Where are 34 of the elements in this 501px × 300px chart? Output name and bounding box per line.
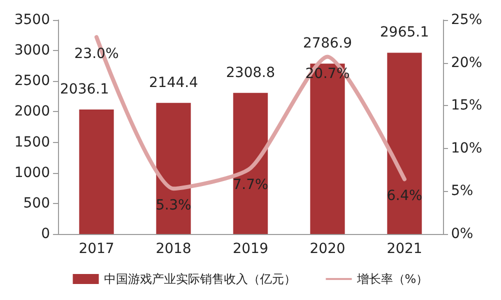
y-tick-label: 1500 bbox=[14, 134, 50, 150]
bar bbox=[387, 52, 422, 234]
legend-label: 增长率（%） bbox=[356, 272, 428, 286]
y-tick-label: 1000 bbox=[14, 164, 50, 181]
data-label: 2144.4 bbox=[149, 74, 198, 91]
x-tick-label: 2017 bbox=[78, 241, 114, 257]
x-tick-label: 2018 bbox=[156, 241, 192, 257]
x-tick-label: 2019 bbox=[232, 241, 268, 257]
y-tick-label: 3500 bbox=[14, 12, 50, 28]
y2-tick-label: 20% bbox=[451, 54, 482, 71]
data-label: 2308.8 bbox=[226, 64, 275, 81]
data-label: 7.7% bbox=[232, 177, 268, 194]
y2-tick-label: 25% bbox=[451, 12, 482, 28]
y-tick-label: 2000 bbox=[14, 104, 50, 120]
y-tick-label: 500 bbox=[23, 195, 50, 212]
data-label: 2965.1 bbox=[380, 24, 429, 41]
data-label: 2036.1 bbox=[60, 82, 109, 98]
x-tick-label: 2020 bbox=[310, 241, 346, 257]
legend-label: 中国游戏产业实际销售收入（亿元） bbox=[104, 272, 296, 286]
y2-tick-label: 10% bbox=[451, 140, 482, 156]
bar bbox=[156, 102, 191, 234]
y2-tick-label: 5% bbox=[451, 183, 474, 200]
data-label: 2786.9 bbox=[303, 36, 352, 52]
y-tick-label: 2500 bbox=[14, 73, 50, 90]
data-label: 23.0% bbox=[74, 46, 119, 62]
bar bbox=[233, 92, 268, 234]
y-tick-label: 0 bbox=[41, 226, 50, 242]
bar bbox=[79, 110, 114, 234]
y2-tick-label: 15% bbox=[451, 98, 482, 114]
data-label: 6.4% bbox=[386, 188, 422, 204]
x-tick-label: 2021 bbox=[386, 241, 422, 257]
data-label: 5.3% bbox=[156, 198, 192, 214]
y-tick-label: 3000 bbox=[14, 42, 50, 59]
y2-tick-label: 0% bbox=[451, 226, 474, 242]
